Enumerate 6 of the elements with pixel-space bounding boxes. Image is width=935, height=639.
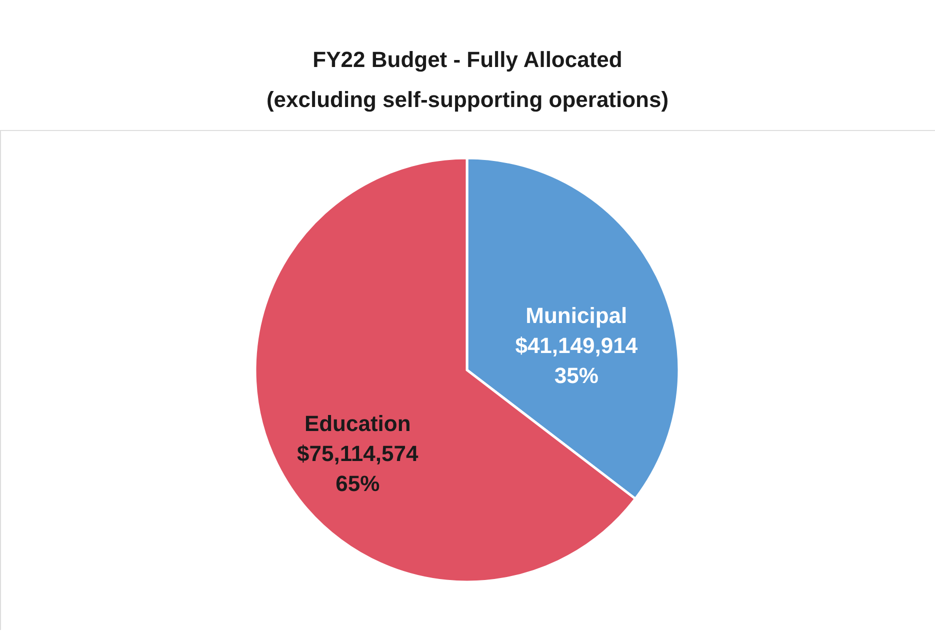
text: FY22 Budget - Fully Allocated <box>312 47 622 72</box>
text: (excluding self-supporting operations) <box>266 87 669 112</box>
data-label: $75,114,574 65% <box>297 441 419 496</box>
slice-label: Municipal <box>526 302 628 328</box>
data-label: $41,149,914 35% <box>515 332 638 388</box>
slice-label: Education <box>304 411 411 436</box>
